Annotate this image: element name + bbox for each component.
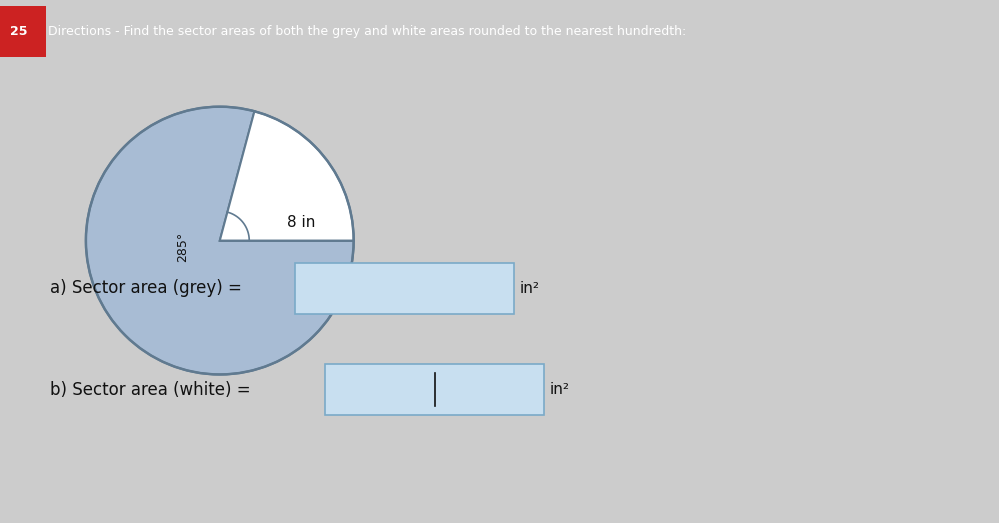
Text: a) Sector area (grey) =: a) Sector area (grey) = (50, 279, 242, 297)
Text: b) Sector area (white) =: b) Sector area (white) = (50, 381, 251, 399)
Polygon shape (86, 107, 354, 374)
Text: 25: 25 (10, 25, 28, 38)
FancyBboxPatch shape (0, 6, 46, 57)
Text: in²: in² (549, 382, 569, 397)
Text: Directions - Find the sector areas of both the grey and white areas rounded to t: Directions - Find the sector areas of bo… (48, 25, 686, 38)
Polygon shape (220, 111, 354, 241)
Text: 285°: 285° (176, 232, 189, 263)
FancyBboxPatch shape (295, 263, 514, 314)
Text: 8 in: 8 in (287, 215, 315, 230)
Text: in²: in² (519, 281, 539, 296)
FancyBboxPatch shape (325, 364, 544, 415)
